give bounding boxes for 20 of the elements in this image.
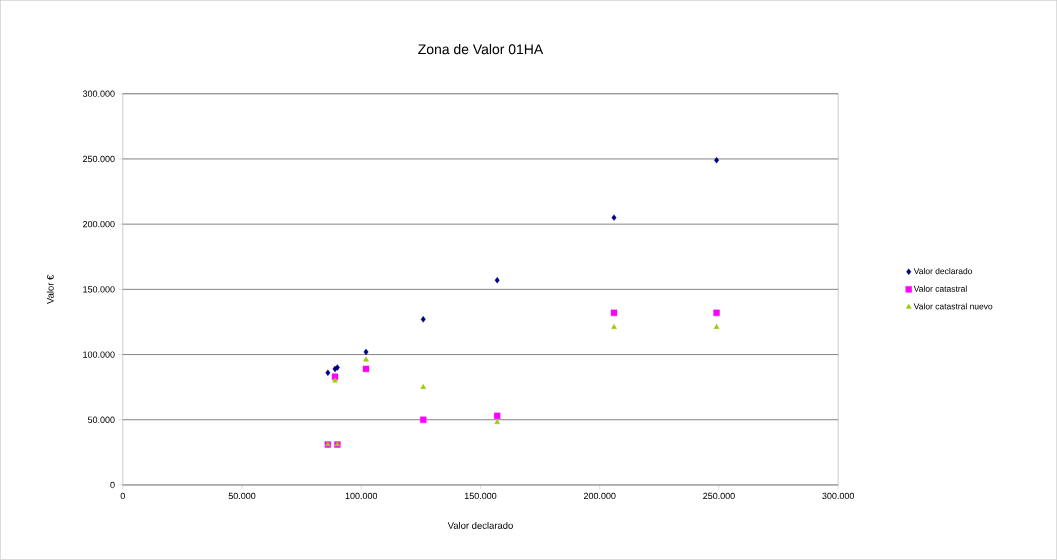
legend-label: Valor catastral nuevo [913,303,993,310]
y-tick-label: 150.000 [83,286,115,293]
x-tick-label: 250.000 [703,492,735,500]
y-tick-label: 50.000 [87,416,115,424]
x-tick-label: 100.000 [345,492,378,500]
legend-label: Valor declarado [913,268,973,275]
x-tick-label: 50.000 [228,492,256,500]
x-tick-label: 300.000 [822,492,855,500]
x-tick-label: 150.000 [464,492,497,500]
y-tick-label: 300.000 [82,90,115,98]
y-axis-title: Valor € [46,275,54,305]
y-tick-label: 250.000 [83,155,115,163]
x-axis-title: Valor declarado [447,522,513,530]
legend-label: Valor catastral [913,285,967,292]
y-tick-label: 200.000 [83,221,115,228]
chart-title: Zona de Valor 01HA [418,44,544,55]
x-tick-label: 0 [120,492,125,500]
y-tick-label: 100.000 [83,351,115,358]
x-tick-label: 200.000 [583,492,616,500]
y-tick-label: 0 [110,481,115,489]
